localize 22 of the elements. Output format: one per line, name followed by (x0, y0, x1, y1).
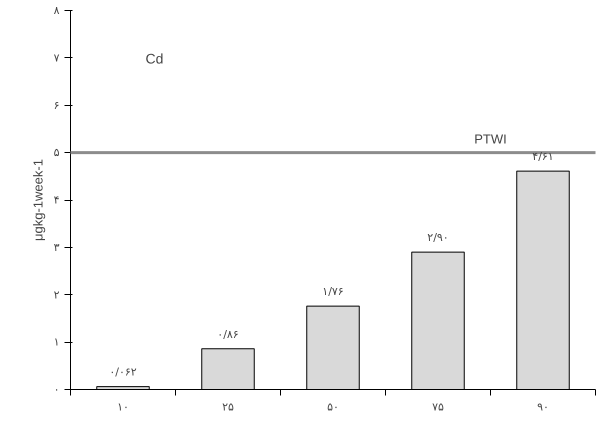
data-label: ۰/۰۶۲ (109, 366, 137, 379)
y-tick-label: ۷ (54, 51, 60, 64)
data-label: ۱/۷۶ (322, 285, 344, 298)
x-tick-label: ۱۰ (117, 400, 129, 414)
ref-line-label: PTWI (474, 132, 507, 147)
data-label: ۴/۶۱ (532, 150, 554, 164)
y-axis-title: μgkg-1week-1 (30, 159, 46, 241)
y-tick-label: ۲ (54, 288, 60, 302)
y-tick-label: ۶ (54, 98, 60, 112)
x-tick-label: ۷۵ (432, 400, 444, 414)
x-tick-label: ۲۵ (222, 400, 234, 414)
text: Cd (146, 50, 164, 66)
y-tick-label: ۰ (54, 383, 60, 396)
x-tick-label: ۵۰ (327, 400, 339, 414)
y-tick-label: ۱ (54, 336, 60, 349)
y-tick-label: ۴ (54, 194, 60, 206)
data-label: ۲/۹۰ (427, 231, 449, 244)
y-tick-label: ۳ (54, 240, 60, 254)
data-label: ۰/۸۶ (217, 328, 239, 341)
y-tick-label: ۸ (54, 4, 60, 17)
x-tick-label: ۹۰ (537, 400, 549, 414)
y-tick-label: ۵ (54, 146, 60, 160)
